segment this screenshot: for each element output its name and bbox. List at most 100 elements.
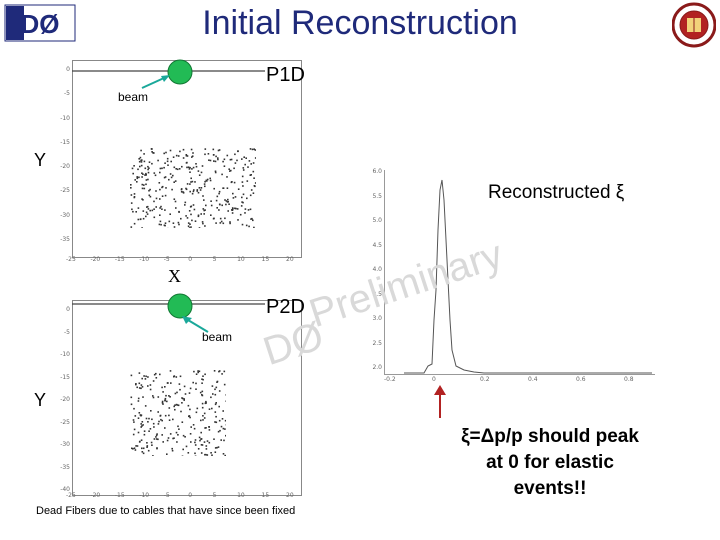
hit-mark — [174, 408, 176, 411]
hit-mark — [141, 172, 143, 174]
hit-mark — [138, 160, 141, 163]
hit-mark — [151, 444, 153, 446]
hit-mark — [197, 215, 200, 218]
hit-mark — [176, 441, 178, 443]
hit-mark — [224, 419, 226, 422]
hit-mark — [135, 445, 137, 447]
hit-mark — [185, 162, 188, 164]
hit-mark — [157, 411, 159, 413]
x-tick-label: 15 — [261, 256, 270, 263]
hit-mark — [175, 376, 178, 378]
hit-mark — [198, 436, 201, 439]
hit-mark — [191, 219, 193, 222]
hit-mark — [213, 438, 215, 440]
hit-mark — [214, 447, 217, 449]
hit-mark — [169, 370, 172, 372]
hit-mark — [214, 171, 217, 174]
y-tick-label: 0 — [66, 306, 70, 313]
hit-mark — [162, 403, 164, 405]
hit-mark — [254, 182, 256, 184]
hit-mark — [205, 448, 208, 450]
y-tick-label: -30 — [60, 211, 70, 219]
y-tick-label: -15 — [60, 138, 70, 146]
hit-mark — [164, 176, 167, 178]
hit-mark — [168, 414, 170, 417]
hit-mark — [136, 176, 138, 178]
hit-mark — [186, 166, 188, 169]
hit-mark — [200, 171, 203, 174]
p1d-hits — [130, 148, 256, 228]
hit-mark — [215, 199, 218, 202]
hit-mark — [147, 178, 149, 181]
histogram-y-ticks: 6.0 5.5 5.0 4.5 4.0 3.5 3.0 2.5 2.0 — [364, 168, 382, 374]
hit-mark — [222, 453, 225, 455]
p2d-y-axis-letter: Y — [34, 390, 47, 410]
y-tick-label: -5 — [64, 90, 70, 98]
hit-mark — [208, 441, 211, 444]
up-arrow-icon — [434, 385, 446, 418]
hit-mark — [132, 419, 135, 421]
hit-mark — [155, 377, 158, 379]
hit-mark — [135, 211, 137, 213]
hit-mark — [192, 152, 194, 154]
hit-mark — [218, 203, 221, 206]
hit-mark — [217, 149, 220, 152]
university-seal-icon — [672, 2, 716, 48]
hit-mark — [141, 227, 143, 228]
hit-mark — [188, 227, 191, 228]
x-tick-label: -20 — [90, 256, 101, 263]
hit-mark — [172, 222, 175, 224]
hit-mark — [215, 415, 217, 418]
hit-mark — [180, 217, 182, 220]
x-tick-label: -20 — [90, 492, 101, 499]
hit-mark — [195, 165, 198, 168]
hit-mark — [142, 210, 145, 212]
hit-mark — [192, 204, 195, 206]
hit-mark — [225, 434, 226, 437]
hit-mark — [148, 194, 151, 197]
hit-mark — [178, 383, 181, 385]
hit-mark — [214, 170, 217, 173]
y-tick-label: -20 — [60, 396, 70, 403]
hit-mark — [181, 397, 183, 399]
hit-mark — [231, 207, 234, 209]
hit-mark — [232, 208, 234, 210]
hit-mark — [190, 181, 192, 183]
hit-mark — [130, 202, 133, 204]
hit-mark — [181, 421, 184, 423]
hit-mark — [170, 176, 173, 179]
hit-mark — [162, 391, 164, 393]
hit-mark — [217, 157, 219, 159]
hit-mark — [171, 447, 173, 450]
p2d-beam-diagram — [72, 293, 265, 333]
hit-mark — [132, 172, 134, 175]
hit-mark — [168, 178, 170, 181]
hit-mark — [159, 188, 161, 191]
hit-mark — [143, 153, 145, 155]
hit-mark — [189, 408, 191, 411]
hit-mark — [141, 386, 144, 388]
hit-mark — [140, 384, 143, 386]
hit-mark — [159, 214, 161, 216]
hit-mark — [205, 445, 208, 447]
hit-mark — [141, 377, 143, 380]
hit-mark — [215, 386, 218, 389]
hit-mark — [175, 431, 178, 434]
hit-mark — [155, 206, 157, 208]
hit-mark — [141, 451, 144, 453]
hit-mark — [253, 148, 255, 150]
d0-logo-text: DØ — [21, 9, 60, 39]
hit-mark — [189, 166, 191, 169]
d0-logo-icon: DØ — [4, 4, 76, 42]
hit-mark — [140, 149, 142, 152]
hit-mark — [221, 204, 223, 207]
hit-mark — [164, 224, 166, 227]
y-tick-label: 2.5 — [372, 339, 382, 347]
hit-mark — [159, 207, 161, 209]
hit-mark — [179, 375, 182, 378]
hit-mark — [153, 373, 156, 376]
histogram-x-ticks: -0.2 0 0.2 0.4 0.6 0.8 — [384, 376, 654, 386]
hit-mark — [194, 441, 196, 444]
hit-mark — [220, 220, 223, 223]
hit-mark — [188, 210, 191, 212]
